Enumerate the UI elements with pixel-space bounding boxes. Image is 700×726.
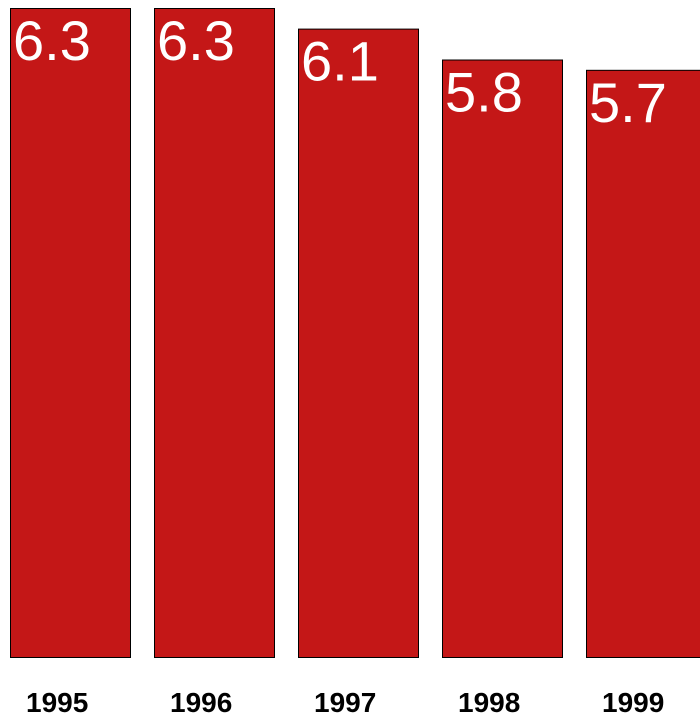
bar-value-label-1999: 5.7 xyxy=(589,71,667,134)
bar-value-label-1998: 5.8 xyxy=(445,61,523,124)
bar-value-label-1997: 6.1 xyxy=(301,30,379,93)
bar-1997 xyxy=(298,28,419,659)
bar-1998 xyxy=(442,59,563,659)
category-label-1995: 1995 xyxy=(26,687,88,718)
bar-value-label-1995: 6.3 xyxy=(13,9,91,72)
bar-value-labels-group: 6.3 6.3 6.1 5.8 5.7 xyxy=(13,9,667,134)
category-label-1996: 1996 xyxy=(170,687,232,718)
bars-group xyxy=(10,8,700,659)
category-labels-group: 1995 1996 1997 1998 1999 xyxy=(26,687,664,718)
category-label-1997: 1997 xyxy=(314,687,376,718)
category-label-1998: 1998 xyxy=(458,687,520,718)
bar-1995 xyxy=(10,8,131,658)
bar-1996 xyxy=(154,8,275,658)
bar-value-label-1996: 6.3 xyxy=(157,9,235,72)
bar-1999 xyxy=(586,69,700,659)
category-label-1999: 1999 xyxy=(602,687,664,718)
